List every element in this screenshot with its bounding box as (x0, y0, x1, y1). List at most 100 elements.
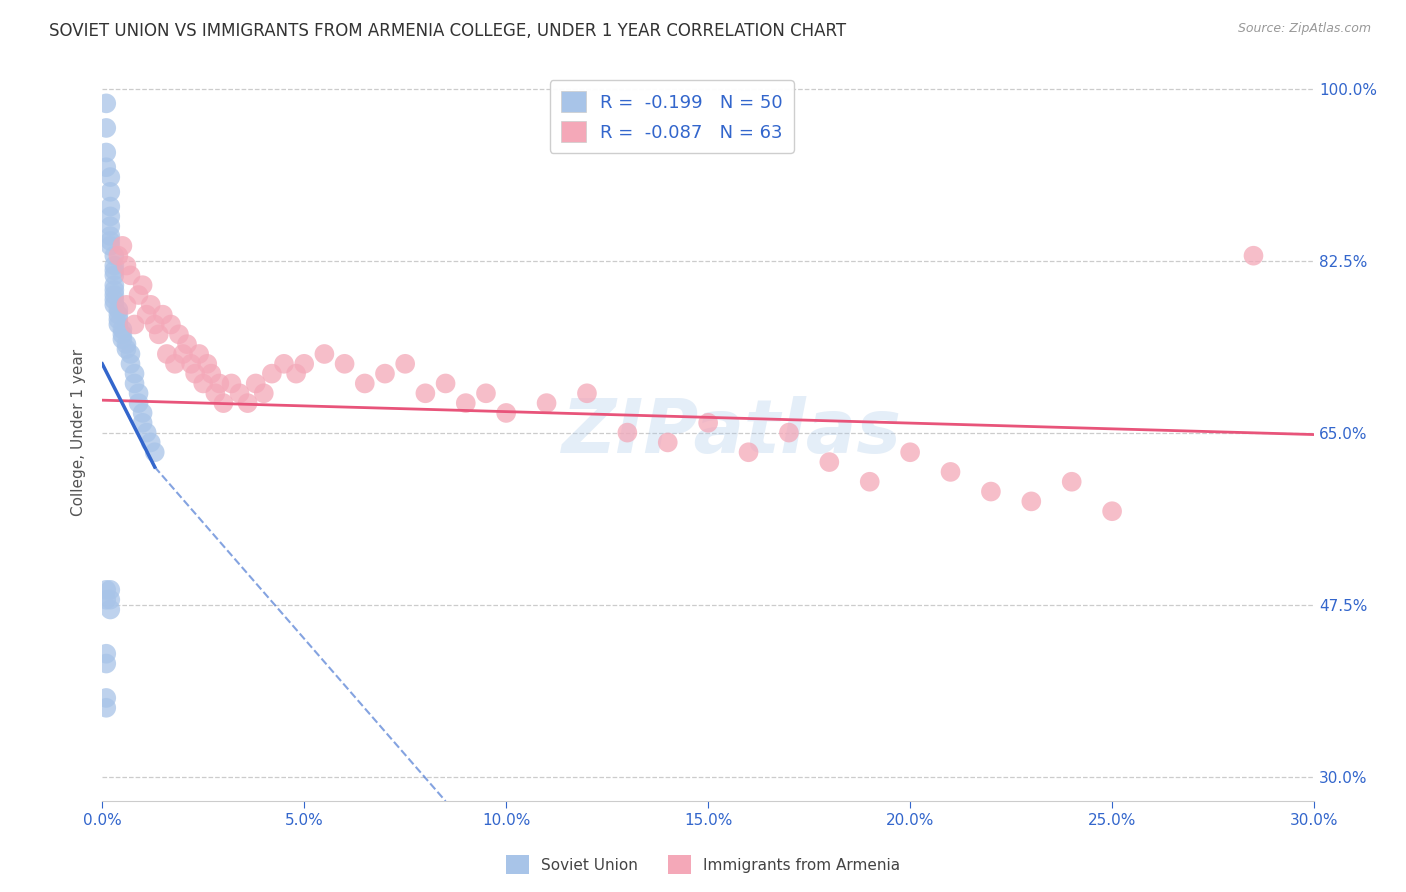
Point (285, 367, 308, 381)
Point (135, 308, 157, 322)
Point (98, 592, 121, 607)
Point (139, 435, 162, 450)
Point (107, 302, 129, 317)
Point (111, 327, 134, 342)
Point (697, 416, 720, 430)
Point (96, 592, 118, 607)
Point (314, 347, 336, 361)
Point (98, 170, 121, 185)
Point (139, 298, 162, 312)
Point (98, 229, 121, 244)
Point (200, 367, 222, 381)
Point (536, 396, 558, 410)
Point (98, 234, 121, 248)
Point (616, 425, 638, 440)
Point (103, 293, 125, 307)
Point (96, 120, 118, 135)
Point (737, 445, 759, 459)
Point (778, 425, 800, 440)
Point (188, 347, 211, 361)
Point (253, 386, 276, 401)
Point (575, 386, 598, 401)
Point (163, 357, 186, 371)
Point (184, 367, 207, 381)
Point (124, 376, 146, 391)
Point (103, 298, 125, 312)
Text: ZIPatlas: ZIPatlas (562, 396, 903, 469)
Point (980, 484, 1002, 499)
Point (115, 342, 138, 356)
Point (107, 312, 129, 326)
Point (128, 386, 150, 401)
Point (103, 263, 125, 277)
Point (111, 239, 134, 253)
Point (96, 657, 118, 671)
Point (228, 386, 250, 401)
Point (107, 249, 129, 263)
Point (292, 357, 315, 371)
Point (172, 347, 194, 361)
Point (180, 357, 202, 371)
Point (236, 396, 259, 410)
Point (107, 318, 129, 332)
Point (374, 367, 396, 381)
Point (131, 416, 153, 430)
Point (148, 327, 170, 342)
Point (156, 347, 179, 361)
Point (221, 376, 243, 391)
Point (103, 249, 125, 263)
Point (103, 259, 125, 273)
Point (124, 367, 146, 381)
Point (1101, 504, 1123, 518)
Point (96, 96, 118, 111)
Point (273, 357, 295, 371)
Point (475, 386, 498, 401)
Point (120, 347, 142, 361)
Point (103, 278, 125, 293)
Point (120, 357, 142, 371)
Point (454, 396, 477, 410)
Point (415, 386, 437, 401)
Point (193, 376, 215, 391)
Point (152, 308, 174, 322)
Point (260, 367, 283, 381)
Point (394, 357, 416, 371)
Point (245, 376, 267, 391)
Point (96, 582, 118, 597)
Point (195, 357, 218, 371)
Point (495, 406, 517, 420)
Point (333, 357, 356, 371)
Point (818, 455, 841, 469)
Point (98, 219, 121, 234)
Point (1060, 475, 1083, 489)
Point (212, 396, 235, 410)
Point (98, 210, 121, 224)
Point (167, 327, 190, 342)
Point (98, 582, 121, 597)
Y-axis label: College, Under 1 year: College, Under 1 year (72, 349, 86, 516)
Point (143, 318, 166, 332)
Point (143, 445, 166, 459)
Point (939, 465, 962, 479)
Point (96, 145, 118, 160)
Point (115, 259, 138, 273)
Point (115, 337, 138, 351)
Legend: R =  -0.199   N = 50, R =  -0.087   N = 63: R = -0.199 N = 50, R = -0.087 N = 63 (550, 80, 794, 153)
Point (111, 332, 134, 346)
Point (204, 386, 226, 401)
Point (898, 445, 921, 459)
Point (353, 376, 375, 391)
Point (176, 337, 198, 351)
Point (98, 602, 121, 616)
Point (107, 308, 129, 322)
Point (1021, 494, 1043, 508)
Point (131, 406, 153, 420)
Text: Source: ZipAtlas.com: Source: ZipAtlas.com (1237, 22, 1371, 36)
Point (657, 435, 679, 450)
Point (859, 475, 882, 489)
Point (160, 318, 183, 332)
Point (120, 268, 142, 283)
Point (103, 283, 125, 297)
Point (96, 690, 118, 705)
Text: SOVIET UNION VS IMMIGRANTS FROM ARMENIA COLLEGE, UNDER 1 YEAR CORRELATION CHART: SOVIET UNION VS IMMIGRANTS FROM ARMENIA … (49, 22, 846, 40)
